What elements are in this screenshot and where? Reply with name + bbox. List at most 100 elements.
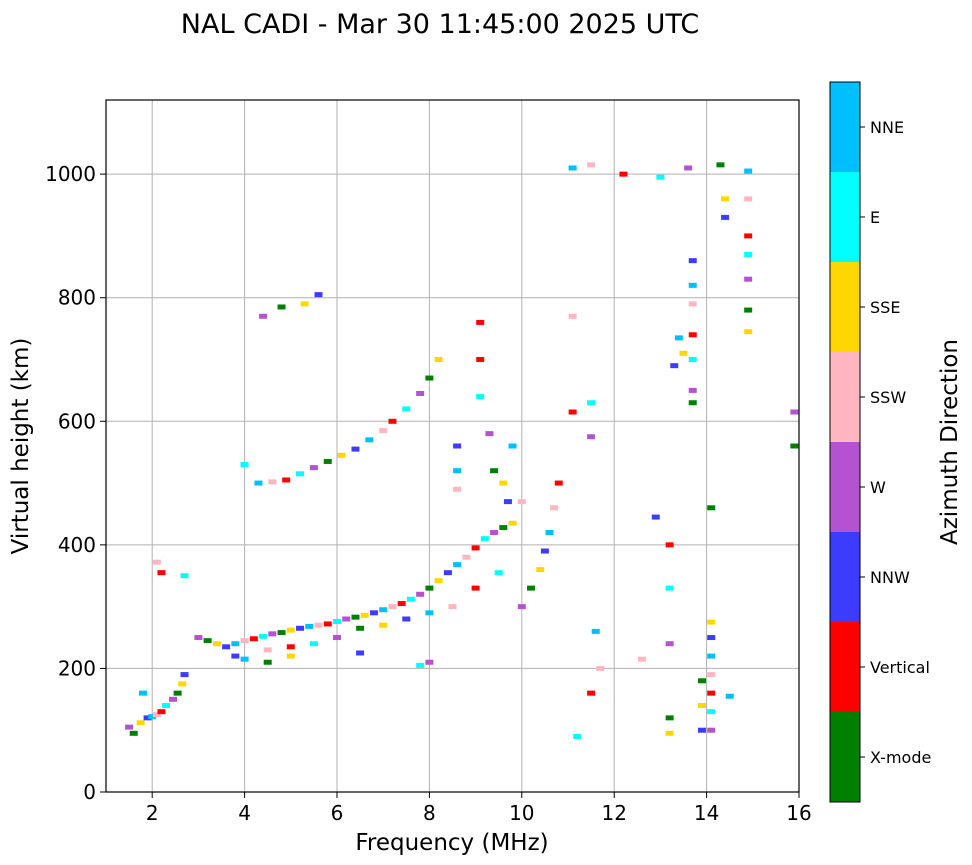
data-point bbox=[286, 653, 295, 659]
data-point bbox=[249, 636, 258, 642]
data-point bbox=[471, 585, 480, 591]
data-point bbox=[351, 446, 360, 452]
data-point bbox=[194, 635, 203, 641]
data-point bbox=[744, 196, 753, 202]
data-point bbox=[517, 499, 526, 505]
data-point bbox=[309, 641, 318, 647]
data-point bbox=[314, 622, 323, 628]
data-point bbox=[388, 418, 397, 424]
data-point bbox=[688, 332, 697, 338]
data-point bbox=[296, 471, 305, 477]
data-point bbox=[351, 614, 360, 620]
data-point bbox=[425, 375, 434, 381]
axis-ticks: 2 4 6 8 10 12 14 16 0 200 400 600 800 1000 bbox=[45, 162, 812, 825]
data-point bbox=[573, 733, 582, 739]
data-point bbox=[665, 715, 674, 721]
data-point bbox=[619, 171, 628, 177]
colorbar-label: NNE bbox=[870, 118, 904, 137]
colorbar-swatch bbox=[830, 622, 860, 712]
data-point bbox=[231, 653, 240, 659]
data-point bbox=[476, 394, 485, 400]
grid-lines bbox=[106, 100, 800, 793]
data-point bbox=[707, 672, 716, 678]
data-point bbox=[178, 681, 187, 687]
data-point bbox=[665, 542, 674, 548]
data-point bbox=[212, 641, 221, 647]
data-point bbox=[453, 468, 462, 474]
data-point bbox=[152, 559, 161, 565]
data-point bbox=[744, 329, 753, 335]
x-tick-label: 14 bbox=[694, 801, 719, 825]
colorbar-label: SSE bbox=[870, 298, 900, 317]
plot-frame bbox=[105, 99, 800, 793]
data-point bbox=[305, 623, 314, 629]
data-point bbox=[697, 703, 706, 708]
data-point bbox=[744, 251, 753, 257]
data-point bbox=[240, 638, 249, 644]
data-point bbox=[744, 276, 753, 282]
data-point bbox=[203, 638, 212, 644]
data-point bbox=[369, 610, 378, 616]
data-point bbox=[517, 604, 526, 610]
data-point bbox=[152, 712, 161, 718]
data-point bbox=[674, 335, 683, 341]
x-axis-title: Frequency (MHz) bbox=[355, 830, 548, 856]
colorbar-label: X-mode bbox=[870, 748, 931, 767]
data-point bbox=[554, 480, 563, 486]
data-point bbox=[402, 406, 411, 412]
data-point bbox=[790, 409, 799, 415]
data-point bbox=[707, 727, 716, 733]
y-tick-label: 200 bbox=[58, 656, 96, 680]
data-point bbox=[416, 390, 425, 396]
data-point bbox=[254, 480, 263, 486]
colorbar: X-mode Vertical NNW W SSW SSE E NNE bbox=[829, 81, 931, 803]
data-point bbox=[138, 690, 147, 696]
data-point bbox=[157, 570, 166, 576]
data-point bbox=[125, 724, 134, 730]
data-point bbox=[453, 486, 462, 492]
data-point bbox=[416, 591, 425, 597]
data-point bbox=[688, 301, 697, 307]
colorbar-label: E bbox=[870, 208, 880, 227]
colorbar-label: W bbox=[870, 478, 886, 497]
data-point bbox=[490, 530, 499, 535]
data-point bbox=[397, 601, 406, 607]
data-point bbox=[707, 619, 716, 625]
x-tick-label: 12 bbox=[601, 801, 626, 825]
data-point bbox=[300, 301, 309, 307]
data-point bbox=[388, 604, 397, 610]
data-point bbox=[536, 567, 545, 573]
data-point bbox=[379, 607, 388, 613]
colorbar-swatch bbox=[830, 442, 860, 532]
data-point bbox=[591, 628, 600, 634]
data-point bbox=[508, 443, 517, 449]
data-point bbox=[443, 570, 452, 576]
data-point bbox=[143, 715, 152, 721]
x-tick-label: 10 bbox=[509, 801, 534, 825]
colorbar-swatch bbox=[830, 172, 860, 262]
data-point bbox=[365, 437, 374, 443]
data-point bbox=[180, 672, 189, 678]
data-point bbox=[402, 616, 411, 622]
colorbar-label: NNW bbox=[870, 568, 910, 587]
data-point bbox=[471, 545, 480, 551]
y-tick-label: 800 bbox=[58, 286, 96, 310]
data-point bbox=[333, 618, 341, 624]
data-point bbox=[527, 585, 536, 591]
y-tick-label: 1000 bbox=[45, 162, 96, 186]
data-point bbox=[406, 596, 415, 602]
data-point bbox=[323, 458, 332, 464]
data-point bbox=[434, 357, 443, 362]
data-point bbox=[540, 548, 549, 554]
colorbar-swatch bbox=[830, 82, 860, 172]
data-point bbox=[499, 480, 508, 486]
y-tick-label: 600 bbox=[58, 409, 96, 433]
data-point bbox=[545, 530, 554, 535]
data-point bbox=[587, 690, 596, 696]
data-point bbox=[129, 730, 138, 736]
data-point bbox=[453, 562, 462, 568]
data-point bbox=[286, 627, 295, 633]
data-point bbox=[568, 409, 577, 415]
data-point bbox=[286, 644, 295, 650]
data-point bbox=[697, 727, 706, 733]
